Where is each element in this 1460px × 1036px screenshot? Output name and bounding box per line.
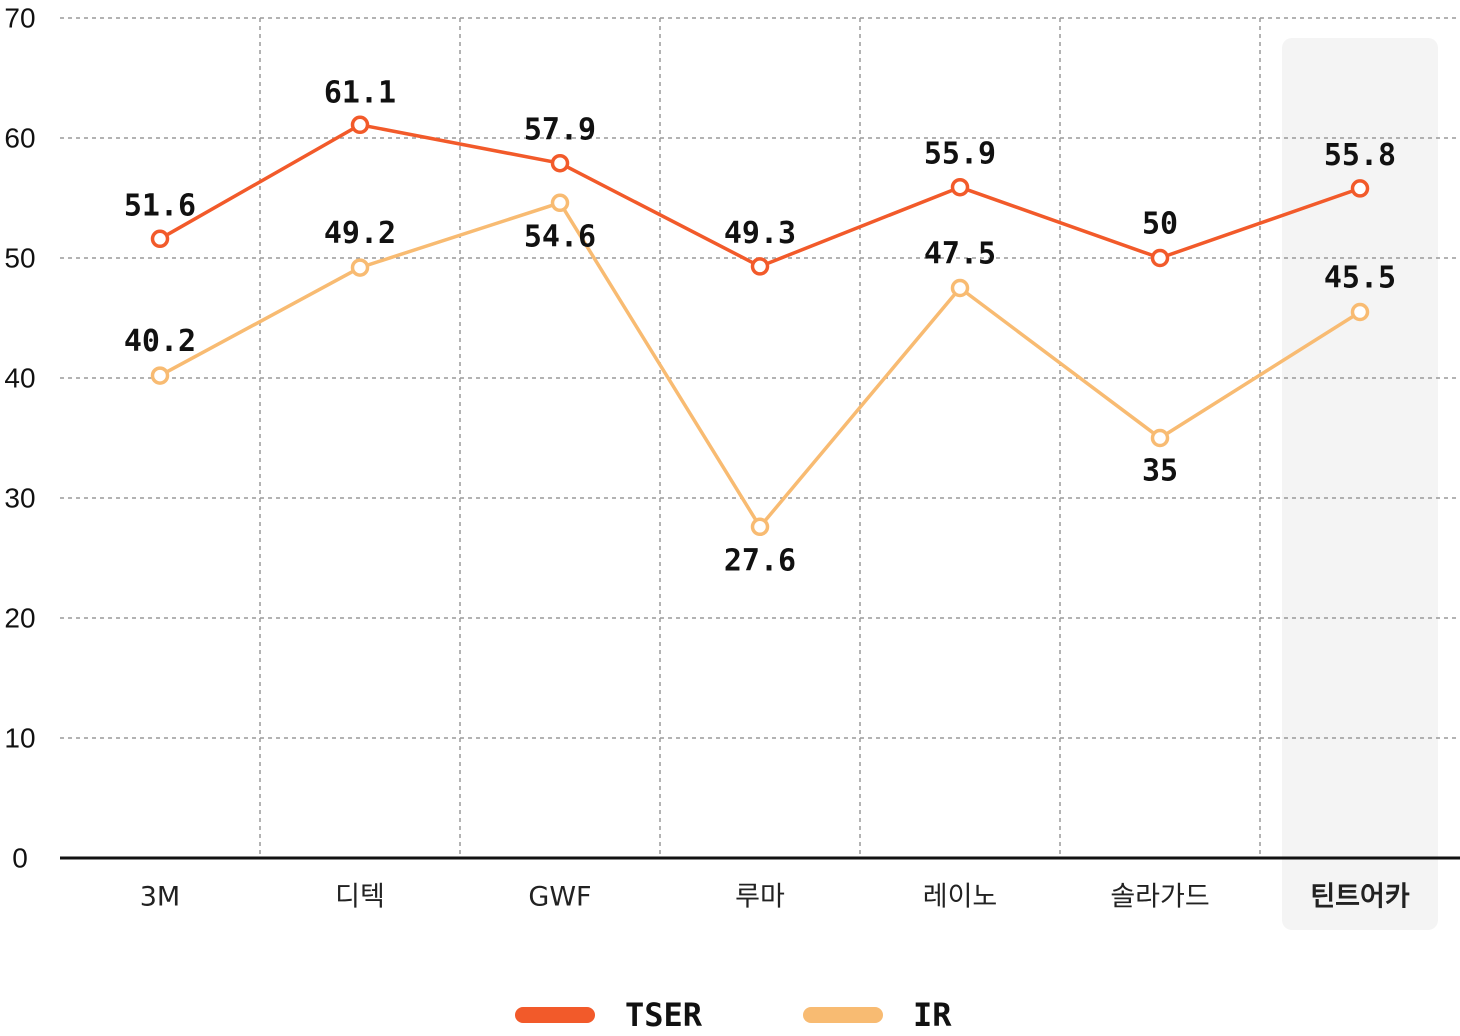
x-tick-label: 솔라가드 xyxy=(1110,882,1209,913)
data-label-ir: 47.5 xyxy=(924,237,996,272)
data-point-tser xyxy=(150,229,170,249)
data-point-tser xyxy=(750,257,770,276)
y-tick-label: 30 xyxy=(4,483,35,514)
data-point-ir xyxy=(350,258,370,277)
data-point-ir xyxy=(550,193,570,213)
x-tick-label: 3M xyxy=(140,882,180,913)
legend-swatch-tser xyxy=(515,1007,595,1023)
data-label-ir: 27.6 xyxy=(724,543,796,578)
data-point-ir xyxy=(750,517,770,537)
data-point-ir xyxy=(1350,302,1370,322)
legend-label-tser: TSER xyxy=(625,996,703,1034)
data-point-tser xyxy=(350,115,370,135)
data-label-ir: 45.5 xyxy=(1324,261,1396,296)
x-tick-label: 레이노 xyxy=(923,882,998,913)
data-point-tser xyxy=(950,177,970,197)
data-label-ir: 35 xyxy=(1142,454,1178,489)
data-point-ir xyxy=(150,366,170,385)
data-label-tser: 61.1 xyxy=(324,75,396,110)
data-label-ir: 40.2 xyxy=(124,324,196,359)
y-tick-label: 40 xyxy=(4,363,35,394)
data-point-tser xyxy=(550,153,570,173)
data-point-ir xyxy=(950,278,970,298)
y-tick-label: 60 xyxy=(4,123,35,154)
y-tick-label: 10 xyxy=(4,723,35,754)
data-label-ir: 54.6 xyxy=(524,219,596,254)
data-label-tser: 55.9 xyxy=(924,137,996,172)
data-label-ir: 49.2 xyxy=(324,216,396,251)
x-tick-label: 루마 xyxy=(735,882,785,913)
highlight-band xyxy=(1282,38,1438,930)
y-tick-label: 0 xyxy=(12,843,28,874)
y-tick-label: 20 xyxy=(4,603,35,634)
y-tick-label: 50 xyxy=(4,243,35,274)
x-tick-label: GWF xyxy=(528,882,591,913)
data-point-ir xyxy=(1150,428,1170,448)
x-tick-label: 디텍 xyxy=(335,882,385,913)
data-label-tser: 55.8 xyxy=(1324,138,1396,173)
data-point-tser xyxy=(1350,179,1370,198)
data-point-tser xyxy=(1150,248,1170,268)
y-tick-label: 70 xyxy=(4,3,35,34)
x-tick-label: 틴트어카 xyxy=(1310,882,1410,913)
data-label-tser: 51.6 xyxy=(124,188,196,223)
data-label-tser: 49.3 xyxy=(724,216,796,251)
data-label-tser: 50 xyxy=(1142,207,1178,242)
data-label-tser: 57.9 xyxy=(524,113,596,148)
legend-label-ir: IR xyxy=(913,996,952,1034)
legend-swatch-ir xyxy=(803,1007,883,1023)
